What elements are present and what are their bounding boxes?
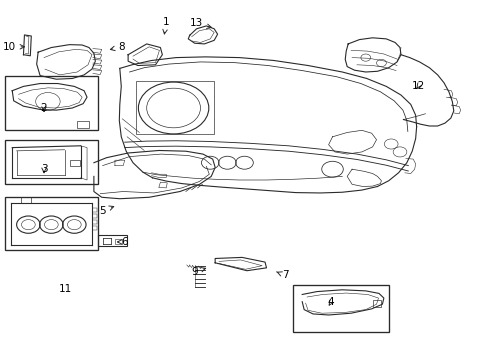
Text: 1: 1 <box>163 17 169 34</box>
Text: 5: 5 <box>99 206 114 216</box>
Text: 11: 11 <box>59 284 72 294</box>
Text: 3: 3 <box>41 164 47 174</box>
Text: 8: 8 <box>110 42 124 52</box>
Bar <box>70 160 80 166</box>
Bar <box>293 285 388 332</box>
Bar <box>98 235 127 246</box>
Text: 2: 2 <box>41 103 47 113</box>
Text: 7: 7 <box>276 270 288 280</box>
Bar <box>5 76 98 130</box>
Text: 10: 10 <box>2 42 24 52</box>
Bar <box>5 140 98 184</box>
Text: 4: 4 <box>327 297 334 307</box>
Bar <box>136 81 214 134</box>
Bar <box>20 197 31 203</box>
Text: 12: 12 <box>410 81 424 91</box>
Bar <box>372 300 381 307</box>
Bar <box>115 239 122 244</box>
Text: 9: 9 <box>191 267 205 277</box>
Bar <box>5 197 98 250</box>
Text: 13: 13 <box>189 18 211 28</box>
Text: 6: 6 <box>117 237 128 247</box>
Bar <box>77 121 89 128</box>
